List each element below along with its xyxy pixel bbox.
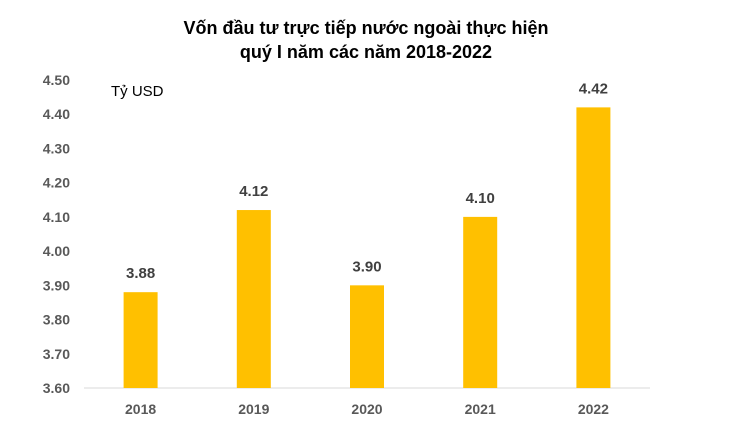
- data-label-2020: 3.90: [352, 258, 381, 275]
- bar-2020: [350, 285, 384, 388]
- data-label-2021: 4.10: [466, 190, 495, 207]
- bar-2022: [576, 107, 611, 388]
- y-tick-label: 4.50: [43, 72, 70, 88]
- chart-title-line-2: quý I năm các năm 2018-2022: [240, 42, 492, 62]
- data-label-2019: 4.12: [239, 183, 268, 200]
- y-tick-label: 3.60: [43, 380, 70, 396]
- bar-2018: [123, 292, 158, 388]
- x-tick-label: 2018: [125, 401, 156, 417]
- bar-2019: [236, 210, 271, 388]
- x-tick-label: 2022: [578, 401, 609, 417]
- y-tick-label: 4.30: [43, 140, 70, 156]
- data-labels-group: 3.88 4.12 3.90 4.10 4.42: [126, 80, 608, 282]
- x-tick-label: 2020: [351, 401, 382, 417]
- y-tick-label: 3.70: [43, 346, 70, 362]
- y-tick-label: 4.40: [43, 106, 70, 122]
- y-axis-ticks: 3.60 3.70 3.80 3.90 4.00 4.10 4.20 4.30 4.40 4.50: [43, 72, 70, 396]
- y-tick-label: 3.80: [43, 312, 70, 328]
- data-label-2018: 3.88: [126, 265, 155, 282]
- x-tick-label: 2021: [465, 401, 496, 417]
- bar-2021: [463, 216, 498, 388]
- y-tick-label: 4.20: [43, 175, 70, 191]
- chart-title-line-1: Vốn đầu tư trực tiếp nước ngoài thực hiệ…: [184, 18, 549, 38]
- y-tick-label: 4.00: [43, 243, 70, 259]
- y-tick-label: 3.90: [43, 277, 70, 293]
- y-tick-label: 4.10: [43, 209, 70, 225]
- bars-group: [123, 107, 611, 388]
- y-axis-unit-label: Tỷ USD: [111, 83, 164, 100]
- data-label-2022: 4.42: [579, 80, 608, 97]
- x-tick-label: 2019: [238, 401, 269, 417]
- x-axis-ticks: 2018 2019 2020 2021 2022: [125, 401, 609, 417]
